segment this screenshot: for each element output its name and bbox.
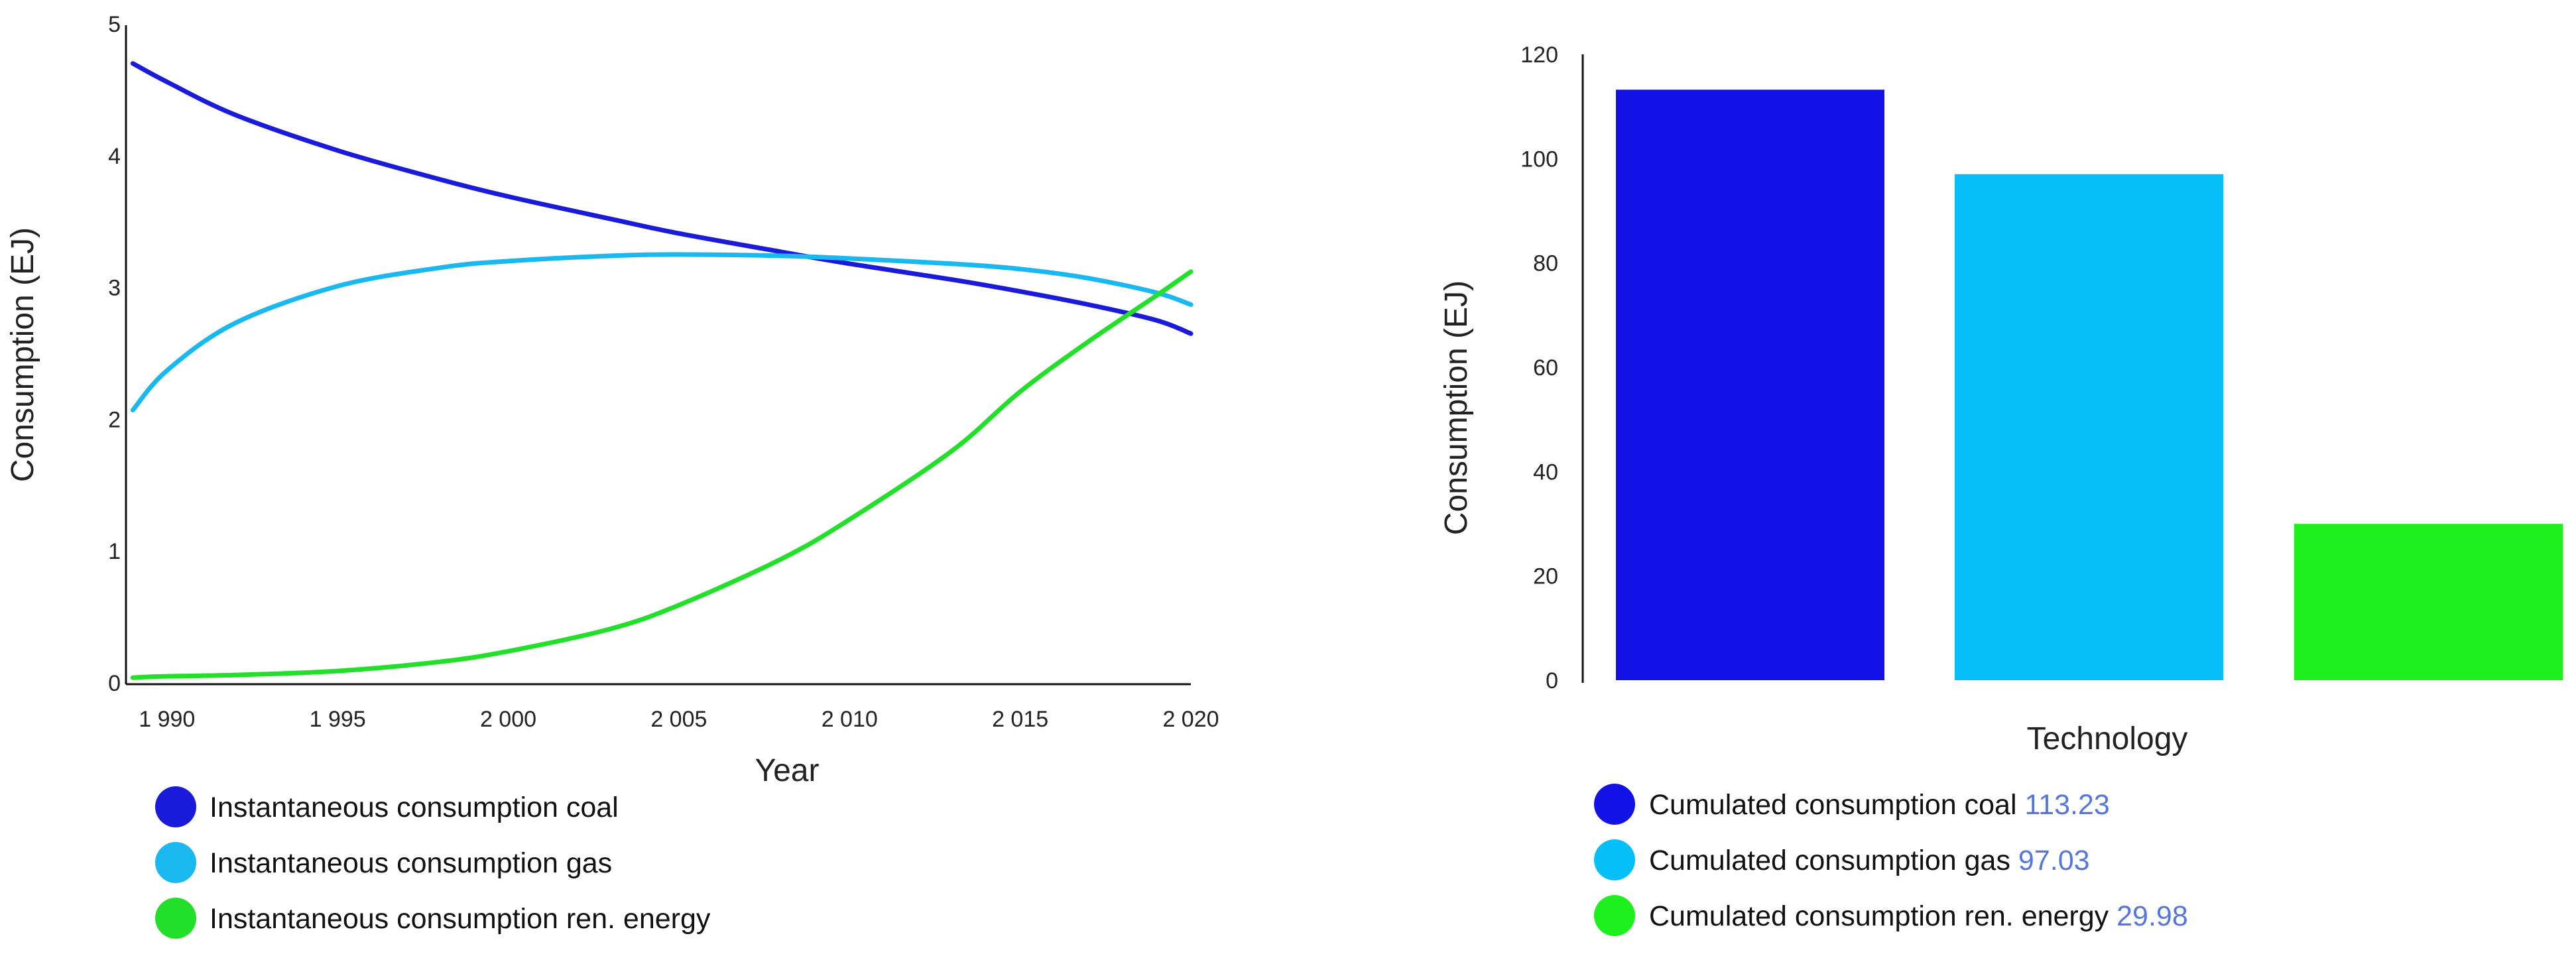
line-legend-swatch — [155, 898, 196, 939]
bar-y-tick-label: 0 — [1546, 668, 1558, 693]
bar-y-tick-label: 80 — [1533, 251, 1558, 276]
line-y-tick-label: 2 — [108, 407, 121, 432]
bar-legend-label: Cumulated consumption coal 113.23 — [1649, 789, 2110, 821]
bar-y-tick-label: 100 — [1520, 147, 1558, 172]
line-x-axis-title: Year — [755, 753, 820, 788]
bar-y-tick-label: 20 — [1533, 564, 1558, 589]
bar-y-tick-label: 120 — [1520, 42, 1558, 68]
bar-y-axis-title: Consumption (EJ) — [1439, 280, 1474, 535]
line-legend-label: Instantaneous consumption gas — [210, 847, 612, 879]
bar-x-axis-title: Technology — [2027, 721, 2188, 756]
bar-legend-label: Cumulated consumption gas 97.03 — [1649, 845, 2090, 876]
bar-legend-value: 113.23 — [2024, 789, 2109, 821]
line-y-tick-label: 4 — [108, 144, 121, 169]
bar-legend: Cumulated consumption coal 113.23Cumulat… — [1594, 784, 2188, 936]
line-legend-swatch — [155, 786, 196, 827]
line-x-tick-label: 2 005 — [650, 707, 707, 732]
line-series-2 — [130, 269, 1194, 680]
bar-legend-label-text: Cumulated consumption gas — [1649, 845, 2018, 876]
line-series-0 — [130, 61, 1194, 336]
line-y-tick-label: 0 — [108, 671, 121, 696]
line-legend-label: Instantaneous consumption ren. energy — [210, 903, 711, 935]
bar-legend-value: 97.03 — [2018, 845, 2090, 876]
line-y-tick-label: 1 — [108, 539, 121, 564]
line-legend: Instantaneous consumption coal Instantane… — [155, 786, 711, 939]
line-y-axis-title: Consumption (EJ) — [5, 227, 40, 482]
line-y-tick-label: 5 — [108, 12, 121, 37]
line-series-1 — [130, 252, 1194, 412]
bar-y-tick-label: 60 — [1533, 355, 1558, 381]
bar-legend-swatch — [1594, 895, 1635, 936]
bar-coal — [1616, 90, 1884, 681]
line-x-tick-label: 2 010 — [822, 707, 878, 732]
bar-legend-label-text: Cumulated consumption coal — [1649, 789, 2024, 821]
line-legend-label: Instantaneous consumption coal — [210, 792, 619, 823]
bar-chart: 0 20 40 60 80 100 120 Consumption (EJ) Technol… — [1439, 42, 2563, 936]
line-x-tick-label: 1 990 — [139, 707, 195, 732]
bar-legend-label-text: Cumulated consumption ren. energy — [1649, 900, 2116, 932]
line-x-tick-label: 2 020 — [1162, 707, 1219, 732]
bar-legend-value: 29.98 — [2116, 900, 2188, 932]
bar-legend-label: Cumulated consumption ren. energy 29.98 — [1649, 900, 2188, 932]
bar-legend-swatch — [1594, 839, 1635, 880]
bar-ren-energy — [2294, 524, 2563, 680]
line-x-tick-label: 2 015 — [992, 707, 1048, 732]
line-chart: 0 1 2 3 4 5 1 990 1 995 2 000 2 005 2 010 2 015 2 0… — [5, 12, 1219, 939]
line-legend-swatch — [155, 842, 196, 883]
line-y-tick-label: 3 — [108, 276, 121, 301]
bar-gas — [1955, 174, 2223, 680]
line-x-tick-label: 1 995 — [310, 707, 366, 732]
line-x-tick-label: 2 000 — [480, 707, 536, 732]
bar-legend-swatch — [1594, 784, 1635, 825]
bar-y-tick-label: 40 — [1533, 459, 1558, 485]
